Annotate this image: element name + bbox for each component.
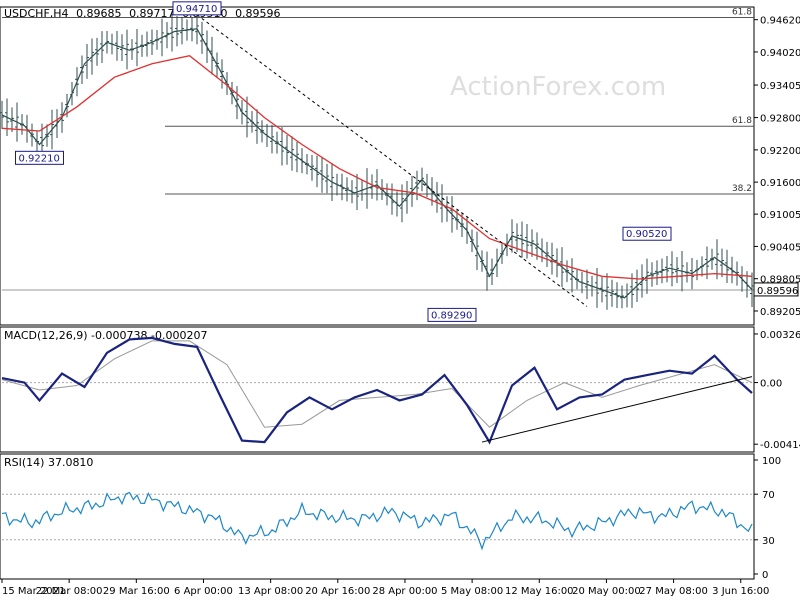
macd-trendline — [481, 376, 753, 443]
price-tick-label: 0.90405 — [760, 242, 800, 253]
rsi-panel: 100 70 30 0 — [1, 456, 781, 581]
current-price-label: 0.89596 — [757, 286, 798, 297]
price-annotation-box — [427, 307, 477, 322]
x-tick-label: 12 May 16:00 — [505, 586, 574, 597]
macd-signal-line — [1, 340, 753, 428]
price-annotation-label: 0.90520 — [626, 229, 667, 240]
x-tick-label: 28 Apr 00:00 — [372, 586, 437, 597]
price-tick-label: 0.92200 — [760, 146, 800, 157]
price-tick-label: 0.93405 — [760, 81, 800, 92]
price-tick-label: 0.91005 — [760, 210, 800, 221]
price-annotation-box — [15, 150, 64, 165]
ohlc-high: 0.89717 — [129, 7, 175, 20]
macd-line — [1, 336, 753, 445]
rsi-label: RSI(14) 37.0810 — [4, 456, 93, 469]
rsi-panel-frame — [0, 453, 755, 580]
macd-tick-label: -0.004144 — [760, 440, 800, 451]
rsi-line — [1, 491, 753, 551]
price-tick-label: 0.94020 — [760, 48, 800, 59]
price-panel: 0.94620 0.94020 0.93405 0.92800 0.92200 0.916… — [0, 1, 800, 322]
chart-title: USDCHF,H4 0.89685 0.89717 0.89510 0.8959… — [4, 7, 281, 20]
ohlc-close: 0.89596 — [235, 7, 281, 20]
x-tick-label: 20 Apr 16:00 — [305, 586, 370, 597]
price-annotation-label: 0.92210 — [19, 153, 60, 164]
price-tick-label: 0.89205 — [760, 307, 800, 318]
macd-tick-label: 0.003268 — [760, 330, 800, 341]
price-line — [1, 28, 753, 299]
price-annotation-label: 0.89290 — [431, 310, 472, 321]
macd-panel-frame — [0, 326, 755, 453]
price-tick-label: 0.92800 — [760, 114, 800, 125]
moving-average-line — [1, 54, 753, 280]
macd-panel: 0.003268 0.00 -0.004144 — [1, 330, 800, 451]
chart-title-symbol: USDCHF,H4 — [4, 7, 69, 20]
price-annotation-label: 0.94710 — [176, 4, 217, 15]
ohlc-open: 0.89685 — [76, 7, 122, 20]
fib-level-label: 61.8 — [732, 116, 752, 126]
fib-level-label: 61.8 — [732, 8, 752, 18]
macd-label: MACD(12,26,9) -0.000738 -0.000207 — [4, 329, 207, 342]
fib-level-label: 38.2 — [732, 184, 752, 194]
rsi-tick-label: 100 — [762, 456, 781, 467]
price-panel-frame — [0, 6, 755, 326]
price-annotation-box — [172, 1, 222, 16]
macd-tick-label: 0.00 — [760, 379, 782, 390]
x-tick-label: 5 May 08:00 — [441, 586, 503, 597]
price-tick-label: 0.91600 — [760, 178, 800, 189]
price-tick-label: 0.94620 — [760, 16, 800, 27]
trendline-dashed — [196, 14, 588, 307]
watermark-text: ActionForex.com — [450, 72, 666, 102]
rsi-tick-label: 70 — [762, 490, 775, 501]
current-price-box — [753, 282, 799, 297]
x-tick-label: 3 Jun 16:00 — [712, 586, 769, 597]
x-tick-label: 13 Apr 08:00 — [238, 586, 303, 597]
x-tick-label: 29 Mar 16:00 — [103, 586, 170, 597]
x-tick-label: 20 May 00:00 — [572, 586, 641, 597]
x-tick-label: 22 Mar 08:00 — [36, 586, 103, 597]
rsi-tick-label: 30 — [762, 536, 775, 547]
x-tick-label: 15 Mar 2021 — [2, 586, 65, 597]
x-tick-label: 6 Apr 00:00 — [174, 586, 233, 597]
price-annotation-box — [622, 226, 672, 241]
price-tick-label: 0.89805 — [760, 275, 800, 286]
rsi-tick-label: 0 — [762, 570, 768, 581]
x-tick-label: 27 May 08:00 — [639, 586, 708, 597]
